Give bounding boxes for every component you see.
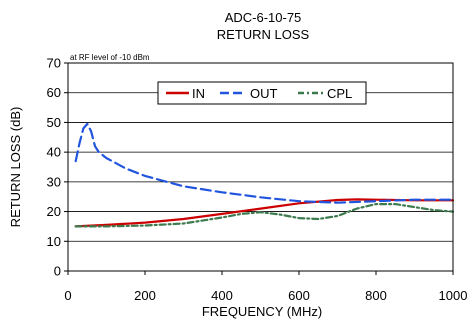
x-axis-label: FREQUENCY (MHz)	[202, 304, 322, 319]
x-tick-label: 600	[288, 288, 310, 303]
chart-subtitle: RETURN LOSS	[217, 27, 310, 42]
y-tick-label: 10	[47, 234, 61, 249]
y-tick-label: 60	[47, 85, 61, 100]
y-tick-label: 30	[47, 174, 61, 189]
x-tick-label: 200	[134, 288, 156, 303]
series-layer	[74, 122, 455, 228]
x-tick-label: 1000	[439, 288, 468, 303]
legend-box	[157, 81, 367, 105]
axis-ticks: 0 10 20 30 40 50 60 70 0 200 400 600 800 1000	[47, 56, 468, 304]
plot-frame	[67, 62, 454, 272]
y-tick-label: 20	[47, 204, 61, 219]
series-line-out	[74, 122, 455, 204]
y-tick-label: 70	[47, 56, 61, 71]
y-tick-label: 0	[54, 264, 61, 279]
chart-title: ADC-6-10-75	[225, 10, 302, 25]
series-line-cpl	[74, 203, 455, 228]
chart-annotation: at RF level of -10 dBm	[70, 53, 150, 62]
series-line-in	[74, 198, 455, 228]
x-tick-label: 400	[211, 288, 233, 303]
legend-cpl-label: CPL	[327, 86, 352, 101]
y-tick-label: 50	[47, 115, 61, 130]
legend: IN OUT CPL	[157, 81, 367, 105]
legend-out-label: OUT	[250, 86, 278, 101]
y-axis-label: RETURN LOSS (dB)	[8, 107, 23, 228]
x-tick-label: 800	[365, 288, 387, 303]
gridlines	[68, 92, 453, 242]
x-tick-label: 0	[64, 288, 71, 303]
y-tick-label: 40	[47, 145, 61, 160]
legend-in-label: IN	[192, 86, 205, 101]
